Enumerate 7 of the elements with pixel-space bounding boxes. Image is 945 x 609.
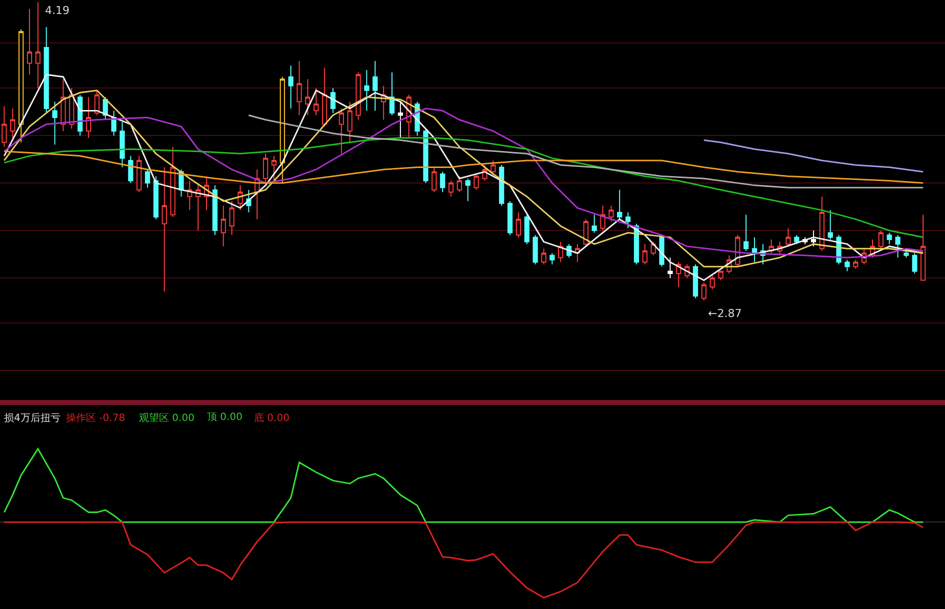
annotation: ←2.87 (708, 307, 742, 320)
text: 顶 0.00 (207, 412, 242, 423)
text: 操作区 -0.78 (66, 412, 126, 424)
annotation: 4.19 (45, 4, 70, 17)
chart-title: 损4万后扭亏 (4, 412, 60, 424)
text: 观望区 0.00 (139, 412, 194, 424)
text: 底 0.00 (254, 412, 290, 424)
